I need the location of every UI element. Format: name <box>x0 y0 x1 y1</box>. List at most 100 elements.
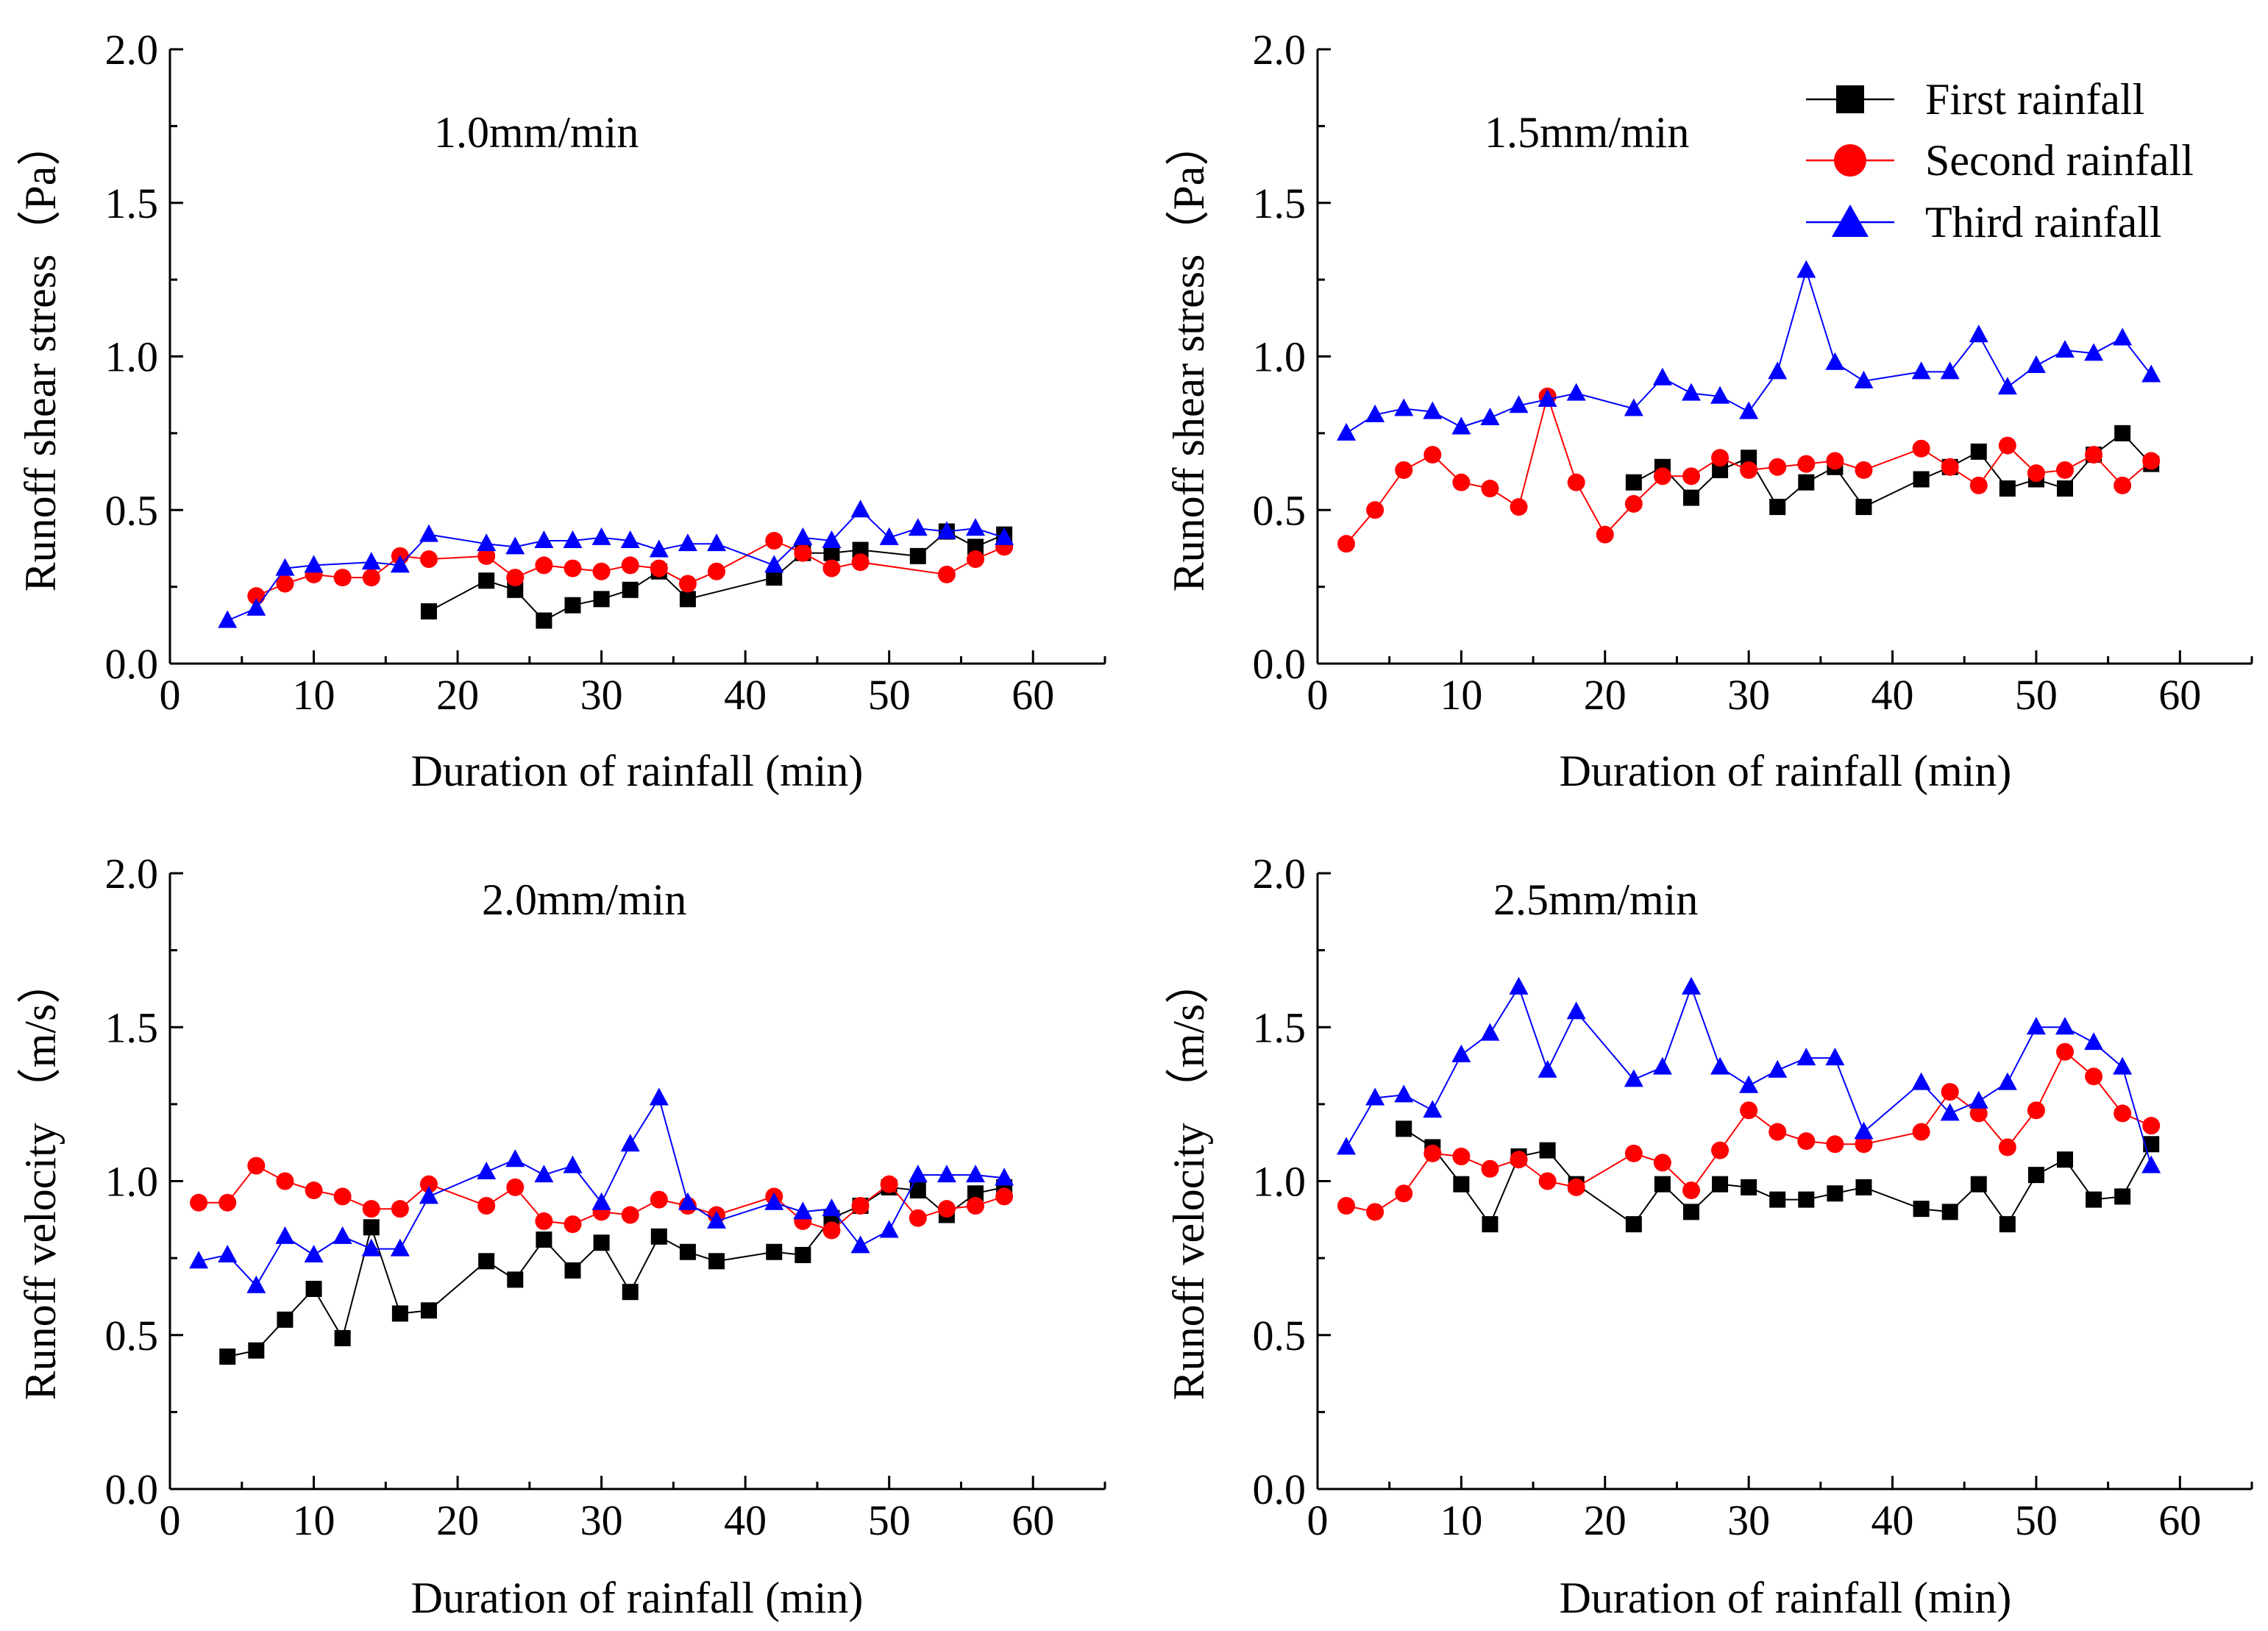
legend: First rainfall Second rainfall Third rai… <box>1806 75 2194 246</box>
data-point <box>2057 1151 2073 1168</box>
data-point <box>1480 1023 1500 1041</box>
data-point <box>1653 467 1671 486</box>
data-point <box>1825 1048 1845 1066</box>
data-point <box>361 1238 381 1257</box>
data-point <box>1652 367 1672 385</box>
data-point <box>1741 449 1757 466</box>
data-point <box>218 1193 237 1212</box>
data-point <box>276 575 294 593</box>
panel-title: 1.0mm/min <box>434 108 639 157</box>
data-point <box>1395 461 1413 479</box>
data-point <box>966 1165 986 1183</box>
data-point <box>1768 361 1788 380</box>
data-point <box>1538 1172 1557 1190</box>
data-point <box>1452 473 1471 491</box>
data-point <box>764 555 784 573</box>
y-tick-label: 1.5 <box>105 1003 159 1051</box>
data-point <box>1913 471 1930 488</box>
y-axis-title: Runoff velocity （m/s） <box>1165 960 1213 1401</box>
data-point <box>190 1193 208 1212</box>
data-point <box>880 1175 898 1193</box>
data-point <box>1855 1179 1872 1195</box>
circle-marker-icon <box>1834 144 1866 177</box>
third-rainfall-series <box>1337 976 2161 1173</box>
y-tick-label: 1.0 <box>105 1158 159 1206</box>
data-point <box>621 556 639 575</box>
data-point <box>390 1238 410 1257</box>
data-point <box>793 1201 813 1220</box>
data-point <box>1482 1216 1499 1233</box>
data-point <box>1999 480 2016 497</box>
data-point <box>794 544 812 562</box>
data-point <box>1337 1196 1356 1215</box>
data-point <box>419 550 438 569</box>
data-point <box>419 1186 438 1204</box>
third-rainfall-series <box>218 500 1014 628</box>
data-point <box>1481 480 1499 498</box>
data-point <box>1768 1059 1788 1078</box>
data-point <box>246 597 266 616</box>
data-point <box>564 1215 582 1234</box>
data-point <box>505 536 525 555</box>
data-point <box>2057 480 2073 497</box>
data-point <box>1797 1132 1816 1151</box>
data-point <box>1423 1100 1443 1118</box>
data-point <box>822 1198 842 1217</box>
data-point <box>793 527 813 545</box>
data-point <box>2113 1056 2133 1075</box>
square-marker-icon <box>1836 85 1864 113</box>
x-tick-label: 30 <box>580 1496 623 1544</box>
y-axis-title: Runoff shear stress（Pa） <box>16 122 65 592</box>
data-point <box>189 1251 209 1269</box>
first-rainfall-series <box>1625 424 2160 516</box>
data-point <box>707 1210 727 1229</box>
data-point <box>1481 1159 1499 1178</box>
x-tick-label: 30 <box>1727 671 1770 719</box>
data-point <box>936 521 956 539</box>
x-tick-label: 50 <box>868 1496 911 1544</box>
x-tick-label: 50 <box>2015 1496 2058 1544</box>
y-tick-label: 0.0 <box>105 1465 159 1513</box>
data-point <box>1566 383 1586 401</box>
data-point <box>1998 1138 2016 1156</box>
legend-label: First rainfall <box>1925 75 2144 124</box>
legend-label: Second rainfall <box>1925 136 2194 185</box>
data-point <box>678 533 697 552</box>
data-point <box>1941 458 1959 476</box>
data-point <box>851 553 870 572</box>
data-point <box>1711 449 1730 467</box>
data-point <box>419 1175 438 1193</box>
data-point <box>275 558 295 576</box>
data-point <box>2114 1104 2132 1123</box>
data-point <box>909 547 926 564</box>
data-point <box>276 1172 294 1190</box>
y-tick-label: 0.5 <box>105 1312 159 1360</box>
y-tick-label: 1.0 <box>1253 333 1307 381</box>
y-tick-label: 0.0 <box>1253 1465 1307 1513</box>
data-point <box>1941 1083 1959 1101</box>
triangle-marker-icon <box>1832 205 1869 237</box>
data-point <box>2027 464 2045 483</box>
x-tick-label: 60 <box>1012 671 1054 719</box>
data-point <box>879 1220 899 1238</box>
data-point <box>1940 361 1960 380</box>
second-rainfall-line <box>1345 394 2152 544</box>
x-tick-label: 20 <box>436 671 479 719</box>
data-point <box>277 1311 294 1328</box>
second-rainfall-series <box>1337 387 2161 553</box>
data-point <box>1682 1182 1700 1200</box>
data-point <box>218 610 238 628</box>
data-point <box>305 1280 322 1297</box>
data-point <box>1653 1154 1671 1172</box>
data-point <box>678 575 697 593</box>
data-point <box>593 591 610 608</box>
second-rainfall-series <box>247 532 1014 605</box>
data-point <box>334 1329 351 1346</box>
data-point <box>823 544 840 561</box>
data-point <box>478 1253 495 1270</box>
data-point <box>937 565 956 583</box>
data-point <box>707 533 727 552</box>
data-point <box>1798 474 1815 491</box>
data-point <box>1969 1104 1988 1123</box>
